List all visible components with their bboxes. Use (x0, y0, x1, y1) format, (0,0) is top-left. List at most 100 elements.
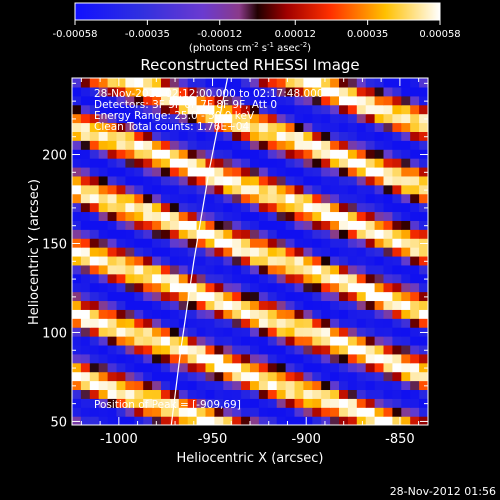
heatmap-cell (143, 309, 153, 319)
heatmap-cell (178, 202, 189, 213)
heatmap-cell (401, 416, 411, 425)
heatmap-cell (116, 255, 126, 266)
heatmap-cell (80, 220, 91, 230)
heatmap-cell (125, 184, 135, 195)
heatmap-cell (258, 255, 269, 266)
heatmap-cell (285, 149, 296, 159)
heatmap-cell (330, 336, 340, 346)
heatmap-cell (116, 282, 126, 293)
heatmap-cell (143, 407, 153, 417)
heatmap-cell (80, 95, 91, 106)
heatmap-cell (196, 407, 207, 417)
heatmap-cell (410, 211, 420, 221)
heatmap-cell (258, 220, 269, 230)
heatmap-cell (134, 389, 144, 399)
heatmap-cell (178, 122, 189, 132)
heatmap-cell (89, 140, 100, 150)
x-axis: -1000 -950 -900 -850 (80, 78, 420, 447)
heatmap-cell (80, 211, 91, 221)
heatmap-cell (232, 158, 242, 168)
heatmap-cell (169, 264, 180, 275)
heatmap-cell (89, 95, 100, 106)
heatmap-cell (161, 353, 171, 364)
colorbar-units: (photons cm-2 s-1 asec-2) (189, 41, 311, 54)
heatmap-cell (419, 113, 428, 124)
heatmap-cell (98, 95, 109, 106)
heatmap-cell (356, 131, 367, 141)
heatmap-cell (276, 416, 287, 425)
heatmap-cell (223, 344, 233, 355)
heatmap-cell (152, 158, 162, 168)
heatmap-cell (80, 389, 91, 399)
heatmap-cell (152, 300, 162, 310)
heatmap-cell (267, 353, 278, 364)
heatmap-cell (250, 300, 260, 310)
heatmap-cell (374, 202, 385, 213)
heatmap-cell (169, 86, 180, 97)
heatmap-cell (143, 202, 153, 213)
heatmap-cell (80, 318, 91, 328)
heatmap-cell (196, 140, 207, 150)
heatmap-cell (383, 344, 393, 355)
heatmap-cell (276, 211, 287, 221)
heatmap-cell (116, 371, 126, 382)
heatmap-cell (321, 104, 331, 115)
heatmap-cell (330, 273, 340, 284)
heatmap-cell (294, 300, 304, 310)
heatmap-cell (89, 184, 100, 195)
heatmap-cell (116, 158, 126, 168)
heatmap-cell (187, 398, 198, 408)
heatmap-cell (143, 247, 153, 257)
heatmap-cell (294, 104, 304, 115)
heatmap-cell (392, 158, 402, 168)
heatmap-cell (356, 371, 367, 382)
heatmap-cell (107, 389, 118, 399)
heatmap-cell (116, 78, 126, 88)
heatmap-cell (347, 175, 358, 186)
heatmap-cell (143, 211, 153, 221)
heatmap-cell (169, 175, 180, 186)
heatmap-cell (214, 229, 224, 239)
heatmap-cell (161, 131, 171, 141)
heatmap-cell (410, 113, 420, 124)
heatmap-cell (250, 416, 260, 425)
heatmap-cell (294, 149, 304, 159)
annotation-block: 28-Nov-2012 02:12:00.000 to 02:17:48.000… (94, 88, 324, 133)
heatmap-cells (72, 78, 428, 425)
heatmap-cell (339, 238, 349, 248)
heatmap-cell (339, 273, 349, 284)
heatmap-cell (152, 362, 162, 373)
heatmap-cell (232, 229, 242, 239)
heatmap-cell (383, 158, 393, 168)
heatmap-cell (232, 264, 242, 275)
heatmap-cell (276, 78, 287, 88)
heatmap-cell (116, 247, 126, 257)
heatmap-cell (187, 255, 198, 266)
heatmap-cell (419, 282, 428, 293)
heatmap-cell (152, 407, 162, 417)
heatmap-cell (419, 175, 428, 186)
heatmap-cell (178, 131, 189, 141)
heatmap-cell (72, 371, 82, 382)
heatmap-cell (356, 202, 367, 213)
heatmap-cell (365, 273, 376, 284)
heatmap-cell (410, 344, 420, 355)
heatmap-cell (250, 184, 260, 195)
heatmap-cell (72, 140, 82, 150)
heatmap-cell (98, 371, 109, 382)
heatmap-cell (294, 86, 304, 97)
heatmap-cell (187, 380, 198, 391)
heatmap-cell (312, 353, 322, 364)
heatmap-cell (374, 282, 385, 293)
heatmap-cell (330, 398, 340, 408)
heatmap-cell (107, 113, 118, 124)
heatmap-cell (241, 300, 251, 310)
heatmap-cell (80, 264, 91, 275)
heatmap-cell (152, 220, 162, 230)
heatmap-cell (339, 166, 349, 177)
heatmap-cell (143, 264, 153, 275)
heatmap-cell (401, 273, 411, 284)
heatmap-cell (143, 140, 153, 150)
heatmap-cell (401, 362, 411, 373)
heatmap-cell (223, 247, 233, 257)
